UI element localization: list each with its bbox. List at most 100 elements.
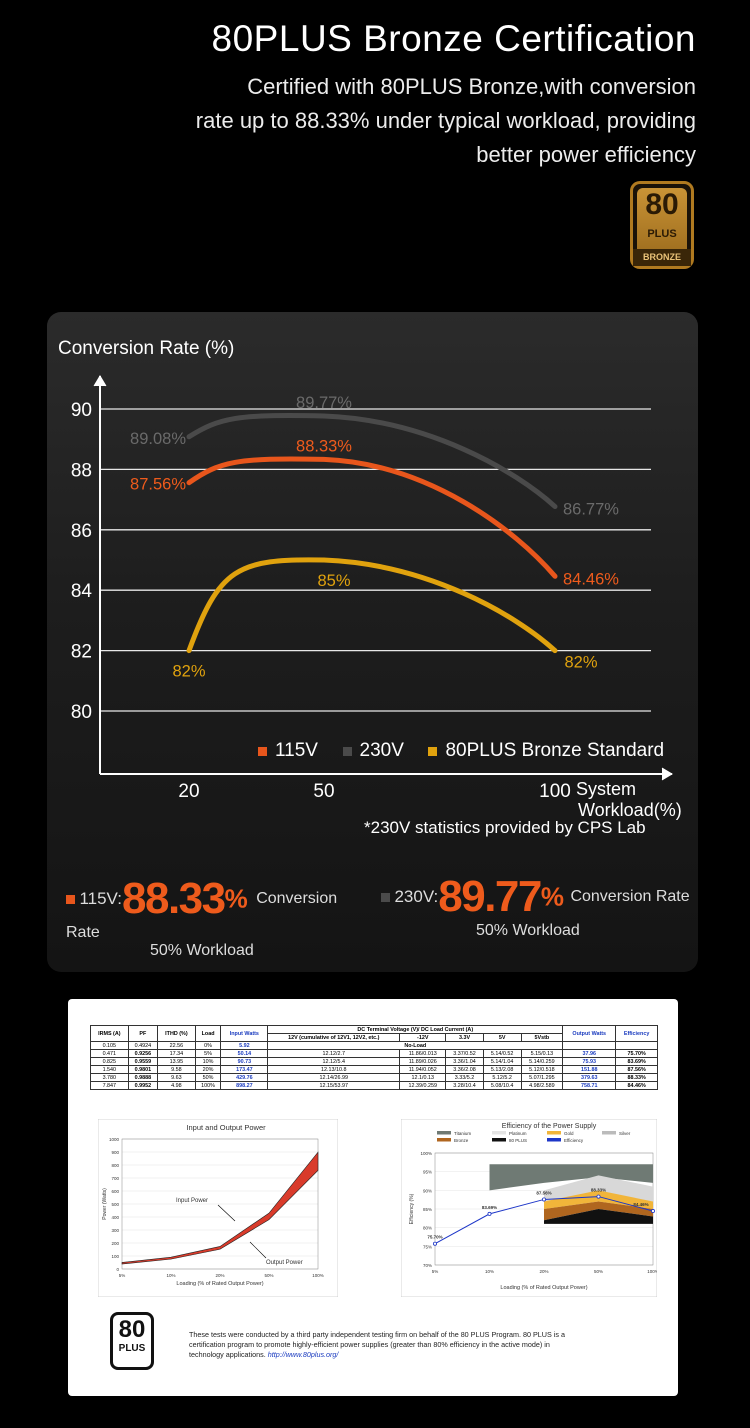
table-group-header: DC Terminal Voltage (V)/ DC Load Current… xyxy=(267,1025,564,1034)
table-cell: 0.9559 xyxy=(127,1057,159,1066)
table-cell: 5% xyxy=(194,1049,222,1058)
subtitle-line: better power efficiency xyxy=(476,142,696,167)
table-header: Output Watts xyxy=(562,1025,617,1042)
table-cell: 5.14/0.259 xyxy=(520,1057,564,1066)
table-cell: 0.9952 xyxy=(127,1081,159,1090)
table-cell: 3.36/1.04 xyxy=(445,1057,484,1066)
table-cell xyxy=(562,1041,617,1050)
legend-label-230v: 230V xyxy=(359,740,404,761)
table-cell: 0% xyxy=(194,1041,222,1050)
table-row: 3.780 0.9888 9.63 50% 429.76 12.14/26.99 12.1/… xyxy=(90,1073,658,1082)
table-cell: 5.15/0.13 xyxy=(520,1049,564,1058)
table-cell: 50.14 xyxy=(220,1049,269,1058)
table-cell: 75.93 xyxy=(562,1057,617,1066)
stat-rate: 88.33 xyxy=(122,874,226,923)
stat-voltage: 230V: xyxy=(394,887,439,906)
right-band-platinum xyxy=(544,1175,653,1202)
right-legend-label: Platinum xyxy=(509,1131,527,1136)
left-y-tick: 600 xyxy=(111,1189,119,1194)
table-cell: 379.63 xyxy=(562,1073,617,1082)
table-row: 0.825 0.9559 13.95 10% 90.73 12.12/5.4 11.89/0… xyxy=(90,1057,658,1066)
table-cell: 3.33/5.2 xyxy=(445,1073,484,1082)
left-x-tick: 100% xyxy=(312,1273,324,1278)
table-cell: 3.28/10.4 xyxy=(445,1081,484,1090)
right-legend-label: Bronze xyxy=(454,1138,469,1143)
right-band-bronze xyxy=(544,1201,653,1221)
right-legend-swatch xyxy=(437,1131,451,1135)
left-power-band xyxy=(121,1151,319,1265)
data-label: 84.46% xyxy=(563,570,619,588)
table-cell: 5.92 xyxy=(220,1041,269,1050)
y-tick-label: 88 xyxy=(71,460,92,481)
right-x-tick: 5% xyxy=(432,1269,439,1274)
x-tick-label: 50 xyxy=(313,781,334,802)
page-subtitle: Certified with 80PLUS Bronze,with conver… xyxy=(96,70,696,172)
table-cell xyxy=(615,1041,658,1050)
table-cell: 12.1/0.13 xyxy=(399,1073,447,1082)
data-label: 89.77% xyxy=(296,394,352,412)
left-y-tick: 400 xyxy=(111,1215,119,1220)
page-title: 80PLUS Bronze Certification xyxy=(211,18,696,59)
footer-text: These tests were conducted by a third pa… xyxy=(189,1330,569,1360)
data-label: 82% xyxy=(172,663,205,681)
table-cell: 3.780 xyxy=(90,1073,129,1082)
right-efficiency-point xyxy=(433,1241,438,1246)
table-cell: 84.46% xyxy=(615,1081,658,1090)
left-input-arrow xyxy=(217,1204,236,1222)
stat-115v: 115V:88.33% Conversion Rate 50% Workload xyxy=(66,874,366,960)
table-cell: 12.13/10.8 xyxy=(267,1065,401,1074)
table-cell-no-load: No-Load xyxy=(267,1041,564,1050)
badge-plus: PLUS xyxy=(647,228,677,240)
80plus-bronze-badge: 80 PLUS BRONZE xyxy=(630,181,694,269)
table-body: 0.105 0.4924 22.56 0% 5.92 No-Load 0.471 0.9256… xyxy=(90,1041,658,1090)
table-header: 12V (cumulative of 12V1, 12V2, etc.) xyxy=(267,1033,401,1042)
table-cell: 898.27 xyxy=(220,1081,269,1090)
left-input-label: Input Power xyxy=(176,1198,208,1204)
right-y-tick: 80% xyxy=(423,1226,432,1231)
x-tick-label: 100 xyxy=(539,781,571,802)
table-cell: 4.98/2.589 xyxy=(520,1081,564,1090)
table-cell: 90.73 xyxy=(220,1057,269,1066)
stat-workload: 50% Workload xyxy=(476,922,580,939)
right-legend-swatch xyxy=(492,1138,506,1142)
stat-voltage: 115V: xyxy=(79,889,122,908)
table-cell: 75.70% xyxy=(615,1049,658,1058)
right-y-tick: 90% xyxy=(423,1188,432,1193)
table-row: 0.471 0.9256 17.34 5% 50.14 12.12/2.7 11.86/0.… xyxy=(90,1049,658,1058)
y-tick-label: 86 xyxy=(71,521,92,542)
data-label: 85% xyxy=(317,572,350,590)
left-chart-title: Input and Output Power xyxy=(186,1123,266,1132)
right-efficiency-point xyxy=(541,1197,546,1202)
right-band-80plus xyxy=(544,1209,653,1224)
table-cell: 5.14/1.04 xyxy=(482,1057,522,1066)
table-cell: 11.94/0.052 xyxy=(399,1065,447,1074)
left-y-tick: 800 xyxy=(111,1163,119,1168)
stat-230v: 230V:89.77% Conversion Rate 50% Workload xyxy=(381,872,696,940)
table-row: 7.847 0.9952 4.98 100% 898.27 12.15/53.97 12.3… xyxy=(90,1081,658,1090)
footer-link[interactable]: http://www.80plus.org/ xyxy=(267,1350,339,1359)
table-cell: 173.47 xyxy=(220,1065,269,1074)
right-legend-label: Efficiency xyxy=(564,1138,584,1143)
data-label: 82% xyxy=(564,654,597,672)
right-legend-swatch xyxy=(547,1138,561,1142)
table-cell: 0.825 xyxy=(90,1057,129,1066)
right-x-tick: 20% xyxy=(539,1269,548,1274)
left-x-tick: 50% xyxy=(264,1273,273,1278)
left-y-label: Power (Watts) xyxy=(102,1188,108,1220)
left-y-tick: 500 xyxy=(111,1202,119,1207)
table-cell: 9.63 xyxy=(157,1073,196,1082)
right-efficiency-point xyxy=(650,1209,655,1214)
series-line-1 xyxy=(186,412,558,510)
table-cell: 1.540 xyxy=(90,1065,129,1074)
table-cell: 12.12/2.7 xyxy=(267,1049,401,1058)
badge-tier: BRONZE xyxy=(633,249,691,266)
stat-percent: % xyxy=(540,881,564,912)
table-cell: 20% xyxy=(194,1065,222,1074)
right-y-tick: 100% xyxy=(420,1151,432,1156)
table-header: 5Vstb xyxy=(520,1033,564,1042)
data-label: 89.08% xyxy=(130,430,186,448)
data-label: 86.77% xyxy=(563,501,619,519)
table-cell: 22.56 xyxy=(157,1041,196,1050)
left-y-tick: 200 xyxy=(111,1241,119,1246)
legend-label-115v: 115V xyxy=(275,740,318,761)
